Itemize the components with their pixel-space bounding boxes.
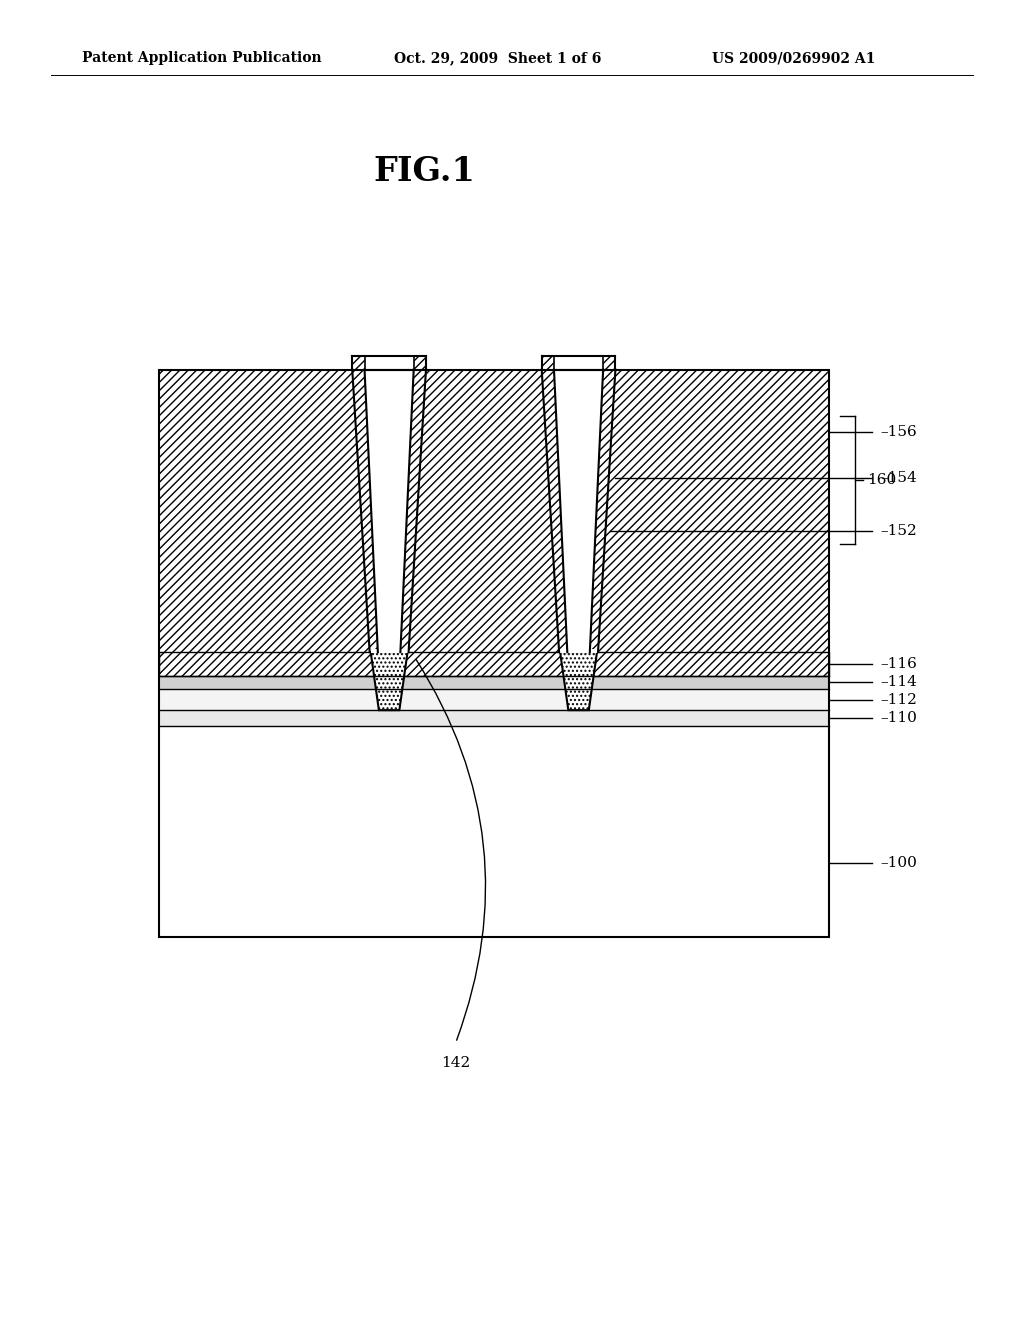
Polygon shape [560,652,597,710]
Text: –116: –116 [881,657,918,671]
Bar [159,726,829,937]
Bar [159,652,829,676]
Text: –112: –112 [881,693,918,706]
Polygon shape [542,370,615,652]
Polygon shape [554,370,603,652]
Bar [371,649,408,653]
Bar [352,356,426,370]
Text: –154: –154 [881,471,918,484]
Text: –100: –100 [881,857,918,870]
Bar [554,356,603,370]
Bar [159,710,829,726]
Polygon shape [542,370,567,652]
Polygon shape [590,370,615,652]
Text: Patent Application Publication: Patent Application Publication [82,51,322,65]
Bar [159,370,829,937]
Text: –156: –156 [881,425,918,438]
Text: –110: –110 [881,711,918,725]
Text: –152: –152 [881,524,918,537]
Bar [365,356,414,370]
Polygon shape [352,370,378,652]
Bar [159,370,829,652]
Text: 142: 142 [441,1056,470,1069]
Bar [542,356,615,370]
Text: Oct. 29, 2009  Sheet 1 of 6: Oct. 29, 2009 Sheet 1 of 6 [394,51,602,65]
Polygon shape [400,370,426,652]
Text: FIG.1: FIG.1 [374,154,475,187]
Polygon shape [365,370,414,652]
Polygon shape [371,652,408,710]
Polygon shape [352,370,426,652]
Bar [560,649,597,653]
Text: US 2009/0269902 A1: US 2009/0269902 A1 [712,51,876,65]
Text: –114: –114 [881,676,918,689]
Bar [159,676,829,689]
Text: 160: 160 [867,473,897,487]
Bar [159,689,829,710]
